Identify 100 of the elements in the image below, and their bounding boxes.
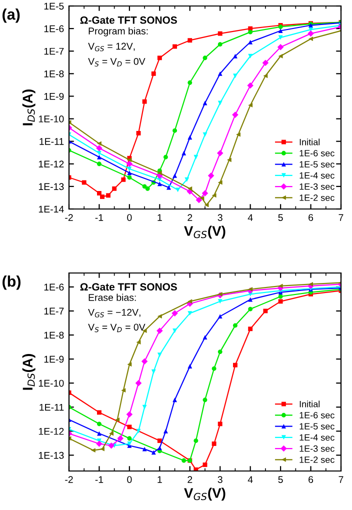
point [188,80,192,85]
point [117,435,124,442]
legend-label: 1E-2 sec [300,456,334,463]
point [151,369,156,374]
annotation: V$_{S}$ = V$_{D}$ = 0V [88,324,146,332]
point [202,132,208,137]
point [226,158,232,162]
point [262,60,269,66]
point [248,287,253,292]
point [163,428,168,434]
legend-label: Initial [300,138,320,146]
point [182,150,186,156]
y-axis-title: I$_{DS}$(A) [22,354,36,390]
x-tick-label: 3 [218,476,222,483]
y-tick-label: 1E-10 [38,116,64,122]
point [109,431,114,436]
point [232,112,238,118]
point [202,462,208,467]
x-tick-label: 2 [188,476,192,483]
point [106,193,111,198]
point [97,191,102,196]
point [278,299,283,304]
legend-label: 1E-2 sec [300,194,334,201]
x-tick-label: -1 [95,214,104,221]
point [127,166,132,172]
y-tick-label: 1E-8 [44,332,64,339]
point [97,431,102,436]
annotation: Ω-Gate TFT SONOS [80,283,177,291]
point [233,54,238,58]
point [248,326,253,332]
point [188,311,192,316]
x-tick-label: 7 [338,476,344,483]
y-tick-label: 1E-9 [44,356,64,363]
y-tick-label: 1E-11 [40,404,64,411]
point [202,335,208,340]
point [172,310,178,316]
point [157,182,162,186]
point [308,282,313,286]
point [126,411,133,418]
point [157,352,162,358]
point [172,328,177,333]
point [176,188,180,192]
point [172,173,177,178]
point [248,102,253,108]
point [208,172,214,179]
point [151,71,156,76]
point [278,54,283,58]
point [196,196,202,204]
legend-label: 1E-3 sec [300,445,334,452]
x-tick-label: 2 [188,214,192,221]
x-tick-label: 1 [158,214,162,221]
point [233,362,238,368]
y-tick-label: 1E-13 [38,452,64,459]
point [200,196,204,200]
point [157,446,162,450]
x-tick-label: 4 [248,214,253,221]
point [218,71,222,76]
point [136,130,141,136]
point [248,54,253,58]
legend-label: 1E-3 sec [300,183,334,190]
point [157,314,162,319]
legend-label: 1E-5 sec [300,423,334,430]
point [212,442,216,446]
point [184,177,190,182]
point [127,170,132,176]
point [202,190,208,196]
point [248,30,253,34]
point [156,328,163,334]
y-tick-label: 1E-7 [44,48,64,55]
legend-label: 1E-4 sec [300,172,334,179]
point [278,35,283,40]
point [142,404,147,410]
x-tick-label: -2 [65,214,73,221]
point [100,194,104,199]
annotation: Ω-Gate TFT SONOS [80,16,177,24]
y-tick-label: 1E-11 [40,138,64,145]
annotation: V$_{GS}$ = −12V, [88,308,140,318]
point [82,180,86,185]
point [121,388,126,393]
point [97,422,102,426]
point [188,38,192,43]
point [278,284,283,288]
y-tick-label: 1E-14 [38,206,64,213]
point [218,100,222,106]
annotation: Program bias: [88,27,148,36]
y-tick-label: 1E-12 [38,428,64,435]
point [145,186,150,191]
point [308,36,313,42]
point [188,186,192,191]
annotation: V$_{S}$ = V$_{D}$ = 0V [88,58,146,66]
point [172,398,177,402]
x-tick-label: 5 [278,214,283,221]
point [96,144,102,152]
point [100,446,104,452]
point [121,177,126,182]
point [136,428,141,434]
point [182,458,186,463]
point [166,185,171,190]
point [218,42,222,47]
point [277,44,284,50]
